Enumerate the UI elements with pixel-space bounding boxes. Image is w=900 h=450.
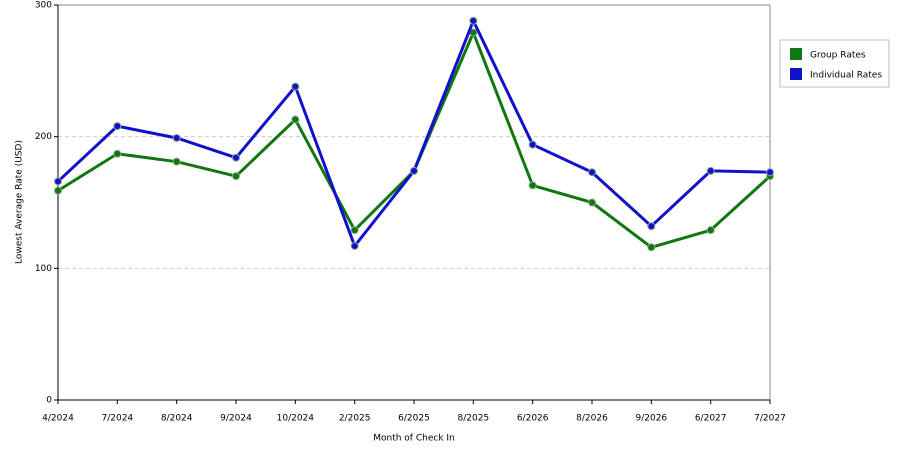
point xyxy=(291,82,300,91)
x-tick-label: 7/2027 xyxy=(754,414,786,424)
point xyxy=(528,140,537,149)
point xyxy=(232,153,240,162)
y-tick-label: 300 xyxy=(35,1,52,11)
x-tick-label: 2/2025 xyxy=(339,414,371,424)
x-tick-label: 6/2027 xyxy=(695,414,727,424)
point xyxy=(469,16,478,25)
x-tick-label: 9/2026 xyxy=(635,414,667,424)
y-tick-label: 200 xyxy=(35,132,52,142)
x-tick-label: 8/2025 xyxy=(457,414,489,424)
legend-label: Individual Rates xyxy=(810,71,882,81)
x-tick-label: 9/2024 xyxy=(220,414,252,424)
point xyxy=(706,226,715,235)
x-tick-label: 6/2026 xyxy=(517,414,549,424)
y-tick-label: 100 xyxy=(35,264,52,274)
x-tick-label: 10/2024 xyxy=(277,414,315,424)
point xyxy=(706,166,715,175)
point xyxy=(113,122,122,131)
point xyxy=(291,115,300,124)
x-tick-label: 8/2026 xyxy=(576,414,608,424)
point xyxy=(588,198,596,207)
y-axis-label: Lowest Average Rate (USD) xyxy=(15,140,25,264)
point xyxy=(766,168,774,177)
point xyxy=(410,166,418,175)
x-tick-label: 6/2025 xyxy=(398,414,430,424)
point xyxy=(54,186,62,195)
point xyxy=(172,157,181,166)
y-tick-label: 0 xyxy=(46,396,52,406)
plot-area xyxy=(57,4,771,401)
point xyxy=(172,133,181,142)
x-tick-label: 4/2024 xyxy=(42,414,74,424)
x-axis-label: Month of Check In xyxy=(373,434,455,444)
point xyxy=(350,226,359,235)
point xyxy=(232,172,240,181)
legend-swatch xyxy=(790,68,802,80)
point xyxy=(647,222,656,231)
point xyxy=(528,181,537,190)
x-tick-label: 8/2024 xyxy=(161,414,193,424)
point xyxy=(350,241,359,250)
point xyxy=(588,168,596,177)
point xyxy=(113,149,122,158)
point xyxy=(647,243,656,252)
point xyxy=(54,177,62,186)
x-tick-label: 7/2024 xyxy=(101,414,133,424)
legend-swatch xyxy=(790,48,802,60)
legend-label: Group Rates xyxy=(810,51,866,61)
